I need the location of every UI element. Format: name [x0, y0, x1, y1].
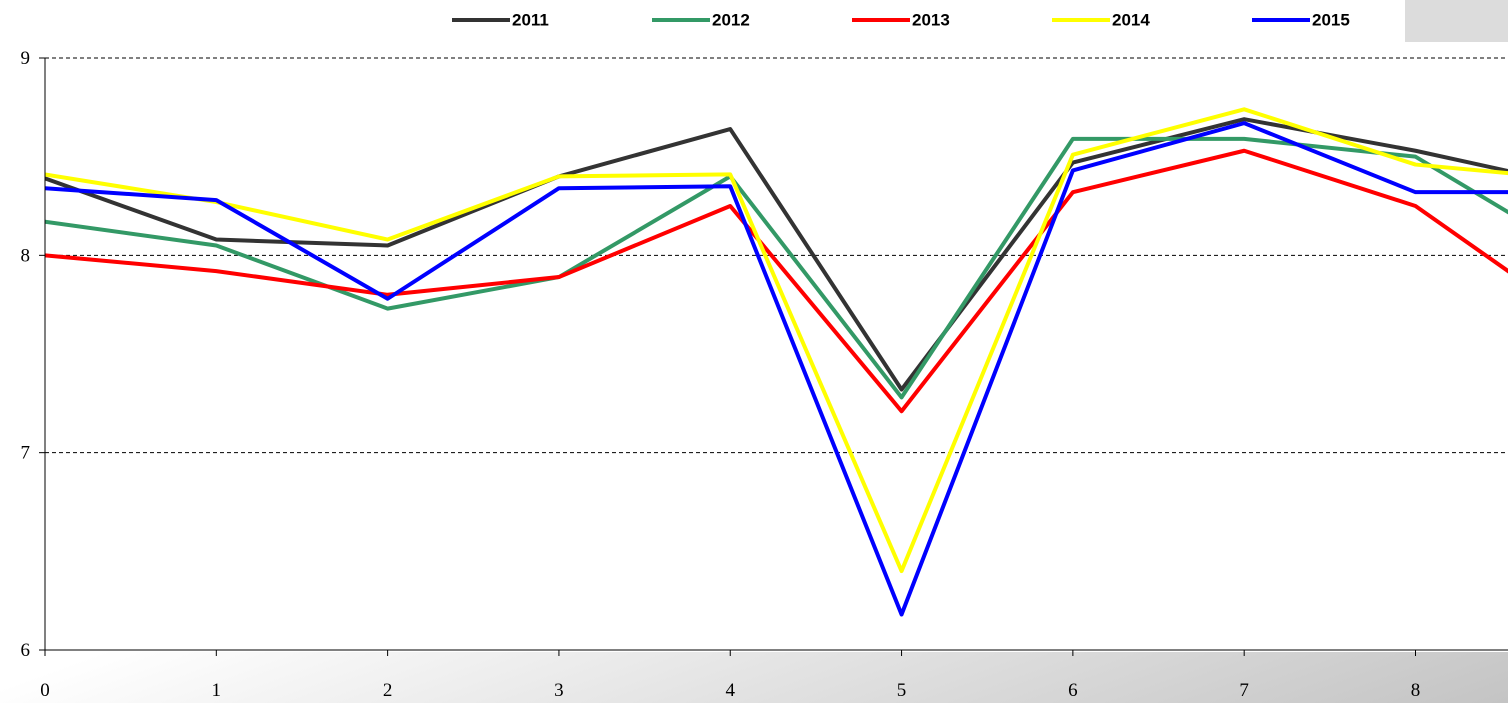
corner-shade — [1405, 0, 1508, 42]
legend-label: 2011 — [512, 10, 549, 29]
legend-label: 2012 — [712, 10, 750, 29]
x-tick-label: 6 — [1068, 680, 1078, 701]
legend-label: 2014 — [1112, 10, 1150, 29]
x-tick-label: 7 — [1239, 680, 1249, 701]
x-tick-label: 2 — [383, 680, 393, 701]
y-tick-label: 6 — [21, 640, 31, 661]
legend-label: 2013 — [912, 10, 950, 29]
x-tick-label: 5 — [897, 680, 907, 701]
legend-label: 2015 — [1312, 10, 1350, 29]
y-tick-label: 7 — [21, 443, 31, 464]
x-tick-label: 0 — [40, 680, 50, 701]
x-tick-label: 1 — [212, 680, 222, 701]
y-tick-label: 8 — [21, 245, 31, 266]
plot-background — [0, 0, 1508, 652]
series-line — [45, 121, 1508, 617]
x-tick-label: 8 — [1411, 680, 1421, 701]
series-line — [45, 136, 1508, 400]
x-tick-label: 4 — [725, 680, 735, 701]
x-tick-label: 3 — [554, 680, 564, 701]
series-line — [45, 148, 1508, 414]
y-tick-label: 9 — [21, 48, 31, 69]
series-line — [45, 107, 1508, 574]
